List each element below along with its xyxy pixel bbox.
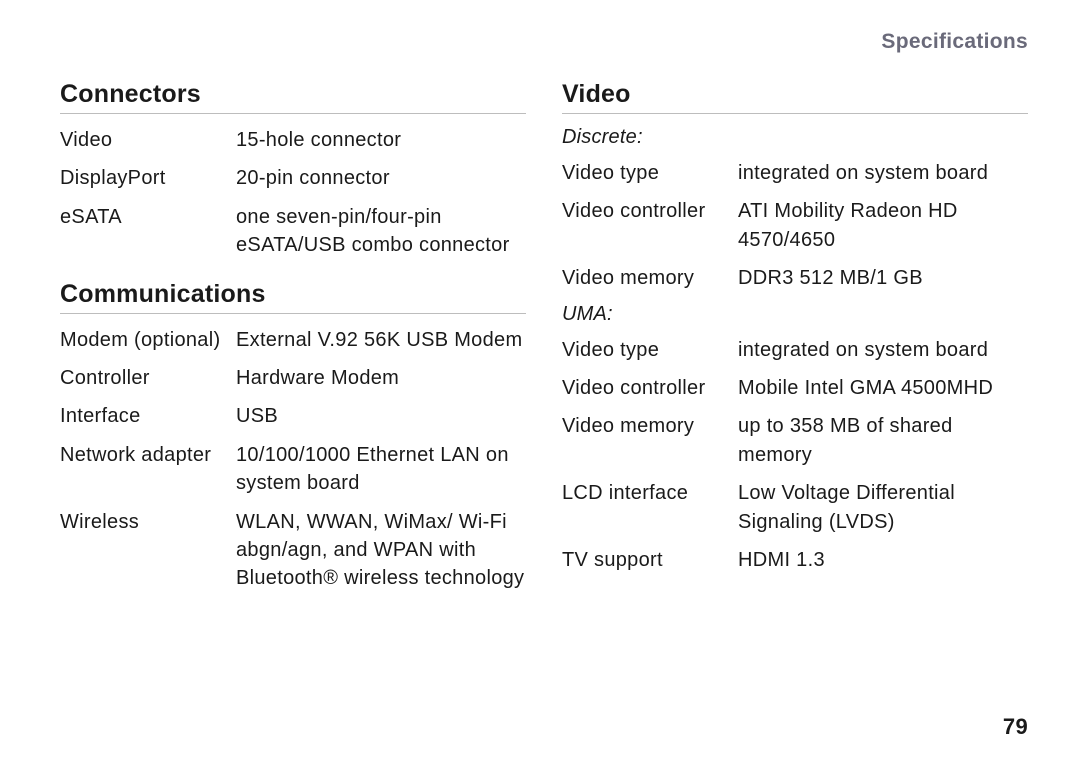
spec-row: DisplayPort 20-pin connector xyxy=(60,164,526,192)
spec-label: Video memory xyxy=(562,264,738,292)
spec-row: Video memory up to 358 MB of shared memo… xyxy=(562,412,1028,469)
spec-value: Hardware Modem xyxy=(236,364,526,392)
spec-row: LCD interface Low Voltage Differential S… xyxy=(562,479,1028,536)
section-title-communications: Communications xyxy=(60,280,526,314)
spec-value: Low Voltage Differential Signaling (LVDS… xyxy=(738,479,1028,536)
spec-value: integrated on system board xyxy=(738,336,1028,364)
spec-label: Controller xyxy=(60,364,236,392)
spec-row: Video 15-hole connector xyxy=(60,126,526,154)
section-video: Video Discrete: Video type integrated on… xyxy=(562,80,1028,574)
spec-value: 20-pin connector xyxy=(236,164,526,192)
spec-label: Video memory xyxy=(562,412,738,469)
spec-label: Video type xyxy=(562,159,738,187)
spec-row: eSATA one seven-pin/four-pin eSATA/USB c… xyxy=(60,203,526,260)
section-communications: Communications Modem (optional) External… xyxy=(60,280,526,593)
page-header: Specifications xyxy=(60,30,1028,54)
spec-label: Video controller xyxy=(562,197,738,254)
spec-label: Interface xyxy=(60,402,236,430)
spec-label: eSATA xyxy=(60,203,236,260)
spec-row: Video type integrated on system board xyxy=(562,336,1028,364)
left-column: Connectors Video 15-hole connector Displ… xyxy=(60,80,526,613)
spec-row: Controller Hardware Modem xyxy=(60,364,526,392)
section-title-connectors: Connectors xyxy=(60,80,526,114)
spec-row: Modem (optional) External V.92 56K USB M… xyxy=(60,326,526,354)
spec-row: Video controller ATI Mobility Radeon HD … xyxy=(562,197,1028,254)
spec-label: DisplayPort xyxy=(60,164,236,192)
spec-value: 15-hole connector xyxy=(236,126,526,154)
spec-label: Video xyxy=(60,126,236,154)
subsection-uma: UMA: xyxy=(562,303,1028,326)
spec-value: 10/100/1000 Ethernet LAN on system board xyxy=(236,441,526,498)
section-title-video: Video xyxy=(562,80,1028,114)
spec-label: Modem (optional) xyxy=(60,326,236,354)
spec-value: Mobile Intel GMA 4500MHD xyxy=(738,374,1028,402)
spec-value: WLAN, WWAN, WiMax/ Wi-Fi abgn/agn, and W… xyxy=(236,508,526,593)
spec-value: up to 358 MB of shared memory xyxy=(738,412,1028,469)
spec-label: Video controller xyxy=(562,374,738,402)
spec-label: TV support xyxy=(562,546,738,574)
content-columns: Connectors Video 15-hole connector Displ… xyxy=(60,80,1028,613)
spec-row: TV support HDMI 1.3 xyxy=(562,546,1028,574)
spec-value: DDR3 512 MB/1 GB xyxy=(738,264,1028,292)
spec-label: Video type xyxy=(562,336,738,364)
spec-label: LCD interface xyxy=(562,479,738,536)
spec-row: Video type integrated on system board xyxy=(562,159,1028,187)
spec-value: HDMI 1.3 xyxy=(738,546,1028,574)
spec-row: Video controller Mobile Intel GMA 4500MH… xyxy=(562,374,1028,402)
subsection-discrete: Discrete: xyxy=(562,126,1028,149)
spec-label: Network adapter xyxy=(60,441,236,498)
spec-value: USB xyxy=(236,402,526,430)
spec-value: one seven-pin/four-pin eSATA/USB combo c… xyxy=(236,203,526,260)
spec-label: Wireless xyxy=(60,508,236,593)
spec-row: Video memory DDR3 512 MB/1 GB xyxy=(562,264,1028,292)
spec-value: integrated on system board xyxy=(738,159,1028,187)
spec-value: ATI Mobility Radeon HD 4570/4650 xyxy=(738,197,1028,254)
page-number: 79 xyxy=(1003,714,1028,740)
section-connectors: Connectors Video 15-hole connector Displ… xyxy=(60,80,526,260)
spec-row: Network adapter 10/100/1000 Ethernet LAN… xyxy=(60,441,526,498)
spec-value: External V.92 56K USB Modem xyxy=(236,326,526,354)
spec-row: Wireless WLAN, WWAN, WiMax/ Wi-Fi abgn/a… xyxy=(60,508,526,593)
spec-row: Interface USB xyxy=(60,402,526,430)
right-column: Video Discrete: Video type integrated on… xyxy=(562,80,1028,613)
